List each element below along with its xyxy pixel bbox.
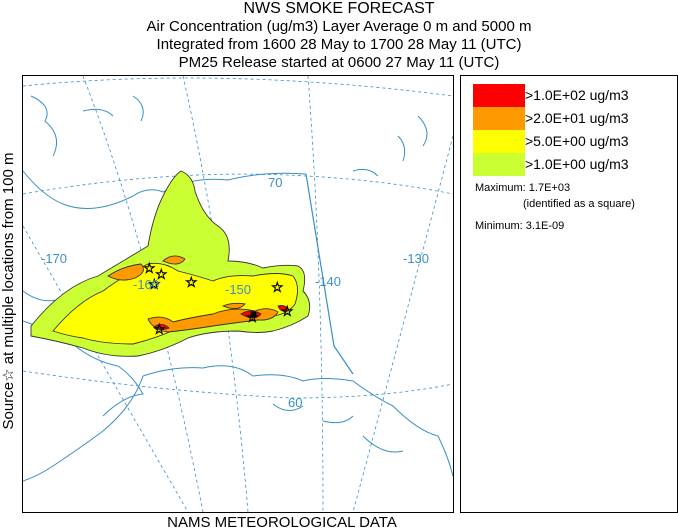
source-star-icon: ☆ (143, 260, 156, 276)
lon-line-170 (23, 225, 189, 512)
contour-gt-100 (154, 305, 290, 331)
source-star-icon: ☆ (153, 321, 166, 337)
lon-label-140: -140 (315, 274, 341, 289)
chart-subtitle-release: PM25 Release started at 0600 27 May 11 (… (178, 54, 500, 71)
legend-label: >2.0E+01 ug/m3 (525, 110, 629, 126)
maximum-square (250, 311, 257, 318)
lat-label-60: 60 (288, 395, 302, 410)
bottom-data-label: NAMS METEOROLOGICAL DATA (167, 514, 397, 531)
source-star-icon: ☆ (185, 274, 198, 290)
legend-label: >1.0E+02 ug/m3 (525, 87, 629, 103)
lat-line-60 (23, 370, 453, 399)
legend-row-gt-1: >1.0E+00 ug/m3 (473, 153, 673, 176)
source-star-icon: ☆ (281, 303, 294, 319)
legend-panel: >1.0E+02 ug/m3 >2.0E+01 ug/m3 >5.0E+00 u… (460, 75, 678, 513)
legend-swatch (473, 130, 525, 153)
source-side-label: Source☆ at multiple locations from 100 m (0, 152, 17, 430)
lon-label-150: -150 (225, 282, 251, 297)
legend-label: >1.0E+00 ug/m3 (525, 156, 629, 172)
contour-gt-5 (52, 262, 298, 345)
lon-label-130: -130 (403, 251, 429, 266)
legend-row-gt-100: >1.0E+02 ug/m3 (473, 84, 673, 107)
minimum-value: Minimum: 3.1E-09 (475, 220, 565, 232)
lat-line-80 (23, 77, 453, 97)
smoke-plume (30, 170, 311, 357)
maximum-note: (identified as a square) (523, 198, 635, 210)
maximum-value: Maximum: 1.7E+03 (475, 182, 571, 194)
map-panel: ☆ ☆ ☆ ☆ ☆ ☆ ☆ ☆ 70 60 -170 -160 -150 -14… (22, 75, 454, 513)
us-canada-border (305, 173, 354, 375)
legend-swatch (473, 107, 525, 130)
smoke-map: ☆ ☆ ☆ ☆ ☆ ☆ ☆ ☆ 70 60 -170 -160 -150 -14… (23, 76, 453, 512)
source-star-icon: ☆ (155, 266, 168, 282)
legend-row-gt-5: >5.0E+00 ug/m3 (473, 130, 673, 153)
legend-row-gt-20: >2.0E+01 ug/m3 (473, 107, 673, 130)
chart-subtitle-integration: Integrated from 1600 28 May to 1700 28 M… (156, 36, 522, 53)
source-star-icon: ☆ (148, 276, 161, 292)
contour-gt-20 (107, 255, 279, 333)
chart-title: NWS SMOKE FORECAST (243, 0, 435, 17)
lat-line-70 (23, 173, 453, 195)
lon-label-170: -170 (41, 251, 67, 266)
source-star-icon: ☆ (271, 279, 284, 295)
source-markers: ☆ ☆ ☆ ☆ ☆ ☆ ☆ ☆ (143, 260, 294, 338)
lat-label-70: 70 (268, 175, 282, 190)
legend-label: >5.0E+00 ug/m3 (525, 133, 629, 149)
lon-line-140 (307, 76, 324, 512)
lon-line-130 (352, 135, 453, 512)
chart-subtitle-quantity: Air Concentration (ug/m3) Layer Average … (146, 18, 532, 35)
legend-swatch (473, 153, 525, 176)
legend-swatch (473, 84, 525, 107)
lon-label-160: -160 (133, 277, 159, 292)
